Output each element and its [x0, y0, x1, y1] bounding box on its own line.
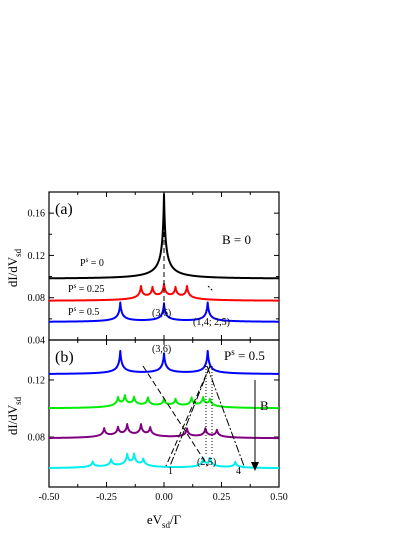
panel-b-annotation-1: 1 — [168, 466, 173, 477]
panel-a-series-2 — [48, 301, 280, 323]
x-tick-label: -0.50 — [39, 492, 60, 503]
panel-b-annotation-25: (2,5) — [197, 457, 216, 468]
panel-b-dashed-line-1 — [165, 365, 211, 467]
series-label-p0: Ps = 0 — [80, 256, 104, 269]
panel-a-axis-ticks: 0.04 0.08 0.12 0.16 — [28, 192, 280, 347]
panel-b-series-0 — [48, 349, 280, 375]
panel-b-field-arrow-head — [251, 462, 259, 471]
panel-b-series-2 — [48, 422, 280, 440]
panel-b-series-1 — [48, 394, 280, 410]
panel-b-annotation-36: (3,6) — [152, 344, 171, 355]
panel-b-curves — [48, 349, 280, 470]
x-tick-label: 0.25 — [213, 492, 231, 503]
x-tick-label: 0.00 — [155, 492, 173, 503]
y-tick-label: 0.12 — [28, 251, 46, 262]
panel-b-y-axis-label: dI/dVsd — [5, 396, 23, 435]
series-label-p05: Ps = 0.5 — [68, 305, 99, 318]
y-tick-label: 0.08 — [28, 293, 46, 304]
x-tick-label: -0.25 — [96, 492, 117, 503]
panel-b-arrow-label: B — [260, 398, 269, 413]
series-label-p025: Ps = 0.25 — [68, 282, 104, 295]
y-tick-label: 0.12 — [28, 375, 46, 386]
panel-a-dotted-guide — [207, 285, 214, 292]
y-tick-label: 0.04 — [28, 336, 46, 347]
panel-a: 0.04 0.08 0.12 0.16 (a) B = 0 Ps = 0 Ps = 0… — [5, 191, 280, 347]
panel-b: -0.50 -0.25 0.00 0.25 0.50 0.08 0.12 B (b) Ps … — [5, 339, 288, 530]
x-axis-label: eVsd/Γ — [147, 512, 182, 530]
panel-a-condition: B = 0 — [222, 232, 251, 247]
panel-b-dashed-line-2 — [142, 365, 209, 467]
panel-a-annotation-36: (3,6) — [152, 308, 171, 319]
panel-a-series-0 — [48, 193, 280, 280]
panel-a-annotation-1425: (1,4; 2,5) — [193, 317, 230, 328]
panel-a-label: (a) — [55, 201, 73, 218]
panel-b-series-3 — [48, 452, 280, 470]
panel-b-dashdot-line-2 — [169, 365, 211, 467]
panel-b-condition: Ps = 0.5 — [224, 347, 265, 363]
y-tick-label: 0.16 — [28, 209, 46, 220]
panel-b-dashdot-line-1 — [206, 365, 245, 467]
panel-a-y-axis-label: dI/dVsd — [5, 248, 23, 287]
panel-b-label: (b) — [55, 349, 74, 366]
y-tick-label: 0.08 — [28, 433, 46, 444]
panel-b-annotation-4: 4 — [236, 466, 241, 477]
x-tick-label: 0.50 — [270, 492, 288, 503]
